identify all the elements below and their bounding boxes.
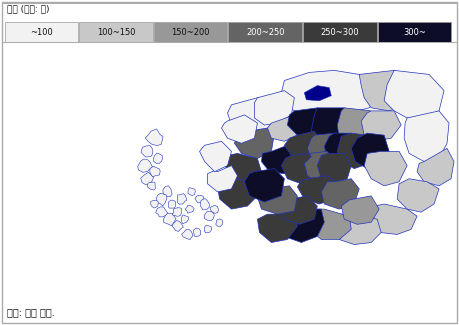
Polygon shape bbox=[308, 209, 351, 240]
Polygon shape bbox=[156, 207, 168, 217]
Bar bbox=[378, 22, 451, 42]
Polygon shape bbox=[185, 205, 194, 213]
Polygon shape bbox=[172, 221, 183, 231]
Bar bbox=[79, 22, 153, 42]
Text: 300~: 300~ bbox=[403, 28, 426, 37]
Polygon shape bbox=[308, 133, 341, 163]
Polygon shape bbox=[224, 153, 262, 182]
Polygon shape bbox=[317, 153, 351, 184]
Polygon shape bbox=[361, 111, 401, 141]
Polygon shape bbox=[235, 125, 274, 159]
Text: 150~200: 150~200 bbox=[171, 28, 210, 37]
Polygon shape bbox=[200, 199, 210, 210]
Bar bbox=[303, 22, 377, 42]
Polygon shape bbox=[154, 153, 162, 164]
Polygon shape bbox=[147, 182, 155, 190]
Polygon shape bbox=[140, 172, 153, 185]
Text: 200~250: 200~250 bbox=[246, 28, 285, 37]
Polygon shape bbox=[254, 91, 294, 125]
Polygon shape bbox=[141, 146, 153, 157]
Polygon shape bbox=[371, 204, 417, 234]
Polygon shape bbox=[210, 205, 218, 213]
Polygon shape bbox=[334, 214, 381, 244]
Polygon shape bbox=[222, 115, 257, 143]
Polygon shape bbox=[281, 153, 317, 184]
Bar bbox=[229, 22, 302, 42]
Polygon shape bbox=[285, 131, 321, 162]
Polygon shape bbox=[178, 194, 187, 204]
Polygon shape bbox=[277, 209, 325, 242]
Polygon shape bbox=[321, 179, 359, 209]
Bar bbox=[5, 22, 78, 42]
Polygon shape bbox=[337, 108, 377, 141]
Polygon shape bbox=[280, 196, 317, 224]
Polygon shape bbox=[216, 219, 223, 227]
Bar bbox=[154, 22, 228, 42]
Polygon shape bbox=[280, 71, 379, 115]
Polygon shape bbox=[200, 141, 231, 172]
Text: 범례 (단위: 명): 범례 (단위: 명) bbox=[7, 5, 49, 13]
Polygon shape bbox=[163, 213, 176, 226]
Polygon shape bbox=[138, 159, 152, 172]
Polygon shape bbox=[193, 228, 201, 237]
Polygon shape bbox=[325, 133, 357, 165]
Polygon shape bbox=[150, 166, 160, 177]
Polygon shape bbox=[268, 115, 302, 141]
Polygon shape bbox=[341, 196, 379, 224]
Polygon shape bbox=[163, 186, 172, 197]
Polygon shape bbox=[188, 188, 196, 196]
Polygon shape bbox=[297, 176, 337, 204]
Polygon shape bbox=[146, 129, 163, 146]
Polygon shape bbox=[182, 229, 193, 240]
Polygon shape bbox=[359, 71, 419, 111]
Polygon shape bbox=[384, 71, 444, 118]
Polygon shape bbox=[257, 211, 297, 242]
Polygon shape bbox=[304, 151, 334, 182]
Polygon shape bbox=[257, 186, 297, 214]
Polygon shape bbox=[311, 108, 354, 141]
Polygon shape bbox=[417, 148, 454, 186]
Polygon shape bbox=[151, 200, 158, 208]
Polygon shape bbox=[195, 196, 203, 203]
Polygon shape bbox=[262, 145, 297, 174]
Polygon shape bbox=[304, 85, 331, 101]
Polygon shape bbox=[204, 225, 212, 233]
Text: 250~300: 250~300 bbox=[320, 28, 359, 37]
Polygon shape bbox=[207, 165, 237, 192]
Polygon shape bbox=[351, 133, 389, 169]
Polygon shape bbox=[397, 179, 439, 212]
Polygon shape bbox=[228, 98, 280, 131]
Polygon shape bbox=[172, 208, 182, 216]
Polygon shape bbox=[364, 151, 407, 186]
Polygon shape bbox=[287, 108, 331, 138]
Polygon shape bbox=[156, 193, 167, 206]
Polygon shape bbox=[337, 133, 374, 169]
Polygon shape bbox=[168, 200, 175, 208]
Polygon shape bbox=[218, 179, 257, 209]
Text: ~100: ~100 bbox=[30, 28, 53, 37]
Polygon shape bbox=[245, 169, 285, 202]
Text: 자료: 저자 작성.: 자료: 저자 작성. bbox=[7, 307, 55, 317]
Polygon shape bbox=[181, 215, 188, 224]
Text: 100~150: 100~150 bbox=[97, 28, 135, 37]
Polygon shape bbox=[404, 111, 449, 162]
Polygon shape bbox=[204, 211, 214, 221]
